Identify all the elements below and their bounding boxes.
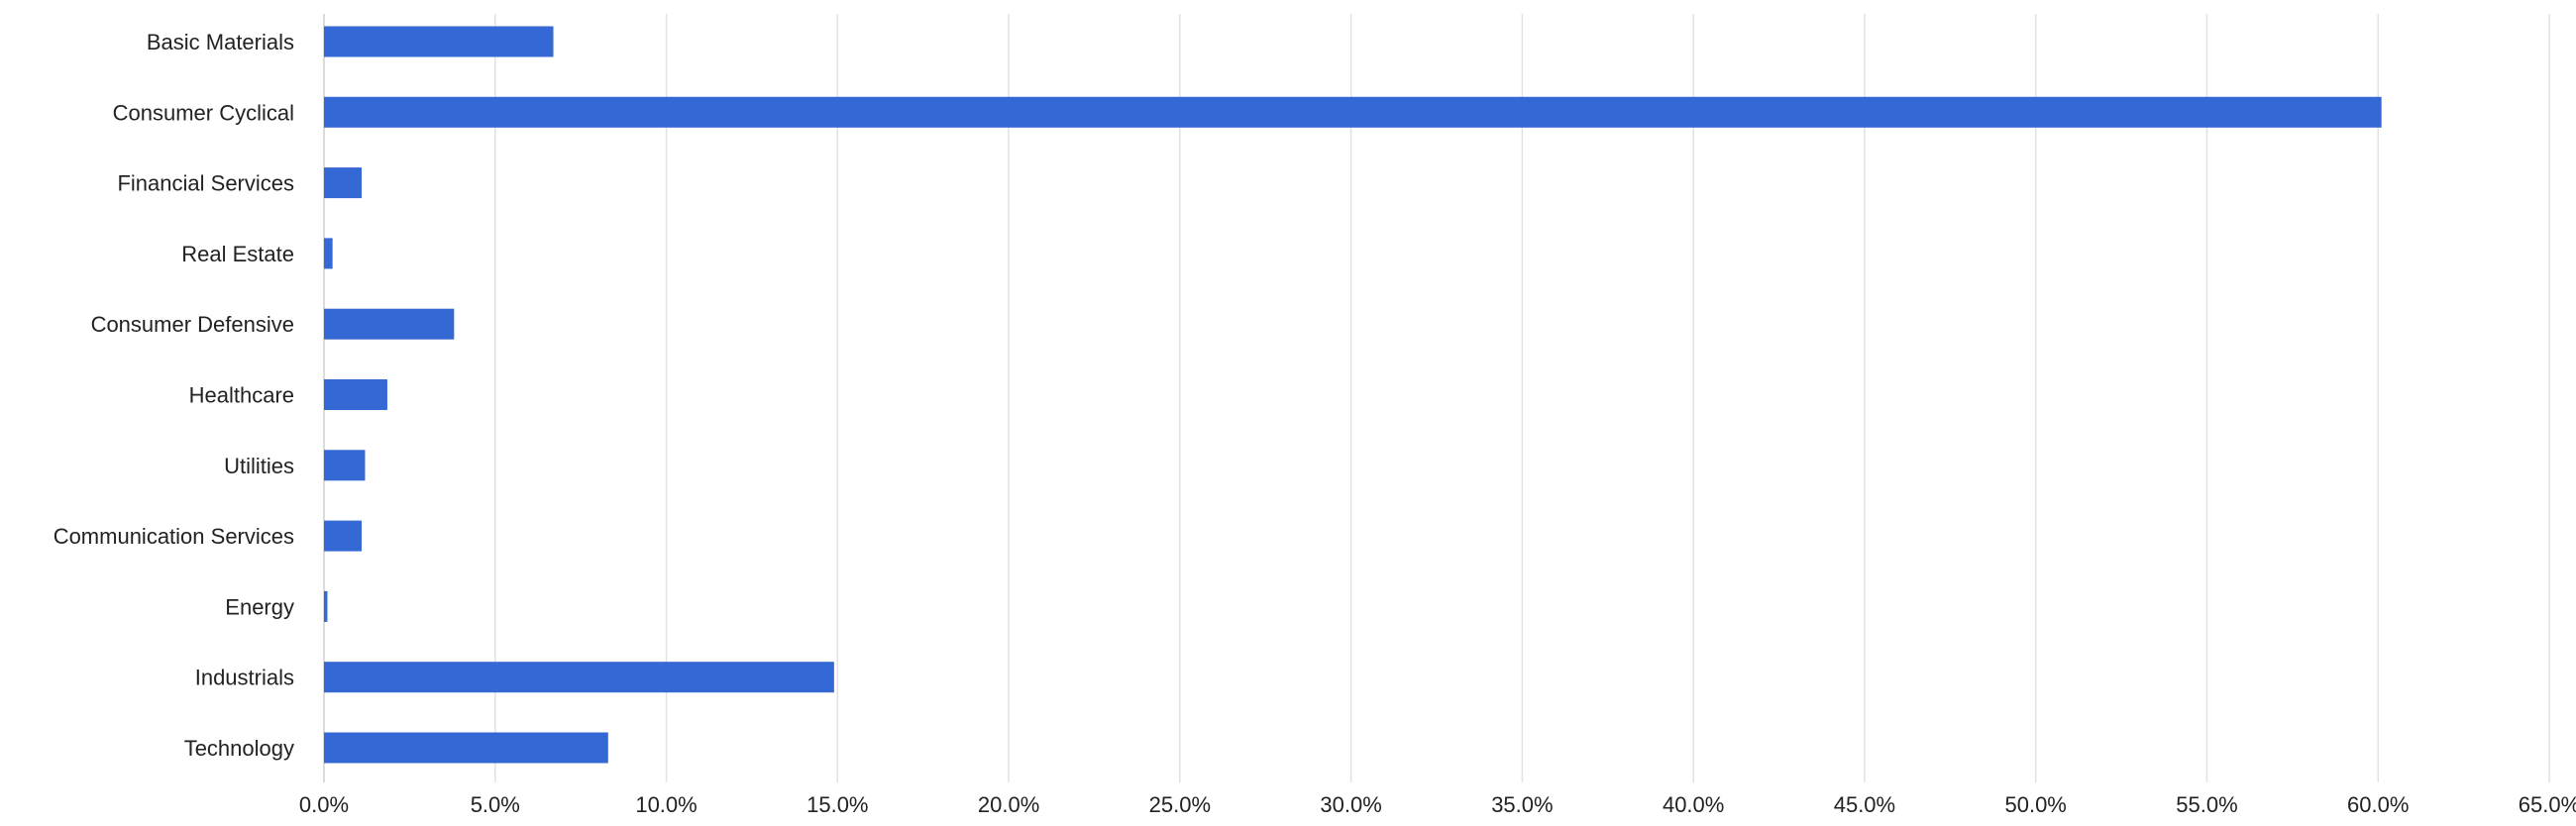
tick-label-layer: 0.0% 5.0% 10.0% 15.0% 20.0% 25.0% 30.0% 35.0% 40… — [299, 792, 2576, 817]
bar — [324, 590, 328, 622]
x-tick-label: 5.0% — [471, 792, 520, 817]
x-tick-label: 65.0% — [2519, 792, 2576, 817]
x-tick-label: 0.0% — [299, 792, 349, 817]
category-label: Real Estate — [181, 242, 294, 266]
category-label: Utilities — [224, 454, 294, 478]
category-label: Energy — [225, 594, 294, 619]
bar — [324, 167, 363, 199]
category-label: Consumer Cyclical — [113, 100, 294, 125]
bar — [324, 379, 387, 410]
x-tick-label: 55.0% — [2176, 792, 2237, 817]
x-tick-label: 60.0% — [2347, 792, 2409, 817]
x-tick-label: 45.0% — [1834, 792, 1895, 817]
bar — [324, 662, 834, 693]
category-label-layer: Basic Materials Consumer Cyclical Financia… — [54, 30, 294, 761]
x-tick-label: 25.0% — [1149, 792, 1211, 817]
bar — [324, 732, 608, 764]
bar — [324, 520, 363, 552]
category-label: Industrials — [195, 666, 294, 690]
grid-layer — [323, 14, 2550, 782]
bar — [324, 450, 366, 481]
category-label: Communication Services — [54, 524, 294, 549]
x-tick-label: 35.0% — [1491, 792, 1553, 817]
x-tick-label: 30.0% — [1320, 792, 1381, 817]
category-label: Consumer Defensive — [91, 312, 294, 337]
x-tick-label: 50.0% — [2004, 792, 2066, 817]
x-tick-label: 15.0% — [806, 792, 868, 817]
bar — [324, 26, 554, 57]
bar — [324, 96, 2382, 128]
category-label: Basic Materials — [147, 30, 294, 54]
x-tick-label: 20.0% — [978, 792, 1039, 817]
category-label: Healthcare — [189, 383, 294, 408]
category-label: Technology — [184, 736, 294, 761]
bar — [324, 238, 333, 269]
x-tick-label: 10.0% — [635, 792, 697, 817]
bar — [324, 308, 455, 340]
bar-layer — [324, 26, 2382, 764]
x-tick-label: 40.0% — [1663, 792, 1724, 817]
category-label: Financial Services — [117, 171, 294, 196]
